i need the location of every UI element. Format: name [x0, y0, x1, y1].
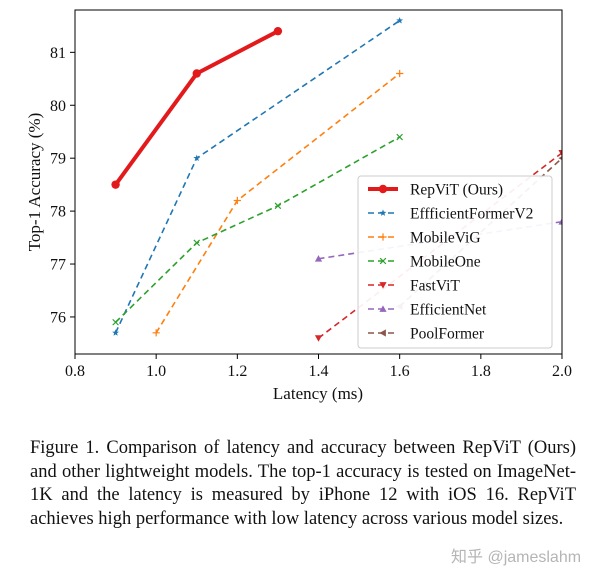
- x-tick-label-2: 1.2: [227, 363, 247, 380]
- y-tick-label-2: 78: [50, 204, 66, 221]
- legend-marker-4: [379, 282, 387, 289]
- x-tick-label-5: 1.8: [471, 363, 491, 380]
- x-tick-label-3: 1.4: [309, 363, 329, 380]
- data-point-1-0: [112, 329, 120, 336]
- y-tick-label-0: 76: [50, 309, 66, 326]
- data-point-3-2: [274, 202, 282, 210]
- watermark: 知乎 @jameslahm: [451, 549, 582, 566]
- data-point-2-2: [396, 69, 404, 78]
- y-tick-label-3: 79: [50, 151, 66, 168]
- legend-marker-1: [379, 209, 387, 216]
- data-point-3-3: [396, 133, 403, 141]
- legend: RepViT (Ours) EffficientFormerV2 MobileViG…: [357, 175, 553, 349]
- series-line-0: [113, 29, 280, 187]
- x-axis-label: Latency (ms): [273, 384, 363, 403]
- legend-marker-2: [379, 233, 387, 241]
- y-axis-label: Top-1 Accuracy (%): [25, 113, 44, 252]
- legend-label-4: FastViT: [410, 278, 460, 295]
- data-point-6-1: [558, 156, 562, 161]
- y-tick-label-1: 77: [50, 257, 66, 274]
- data-point-0-1: [192, 69, 201, 78]
- legend-marker-3: [379, 257, 387, 265]
- x-tick-label-1: 1.0: [146, 363, 166, 380]
- legend-label-2: MobileViG: [410, 230, 481, 247]
- legend-label-3: MobileOne: [410, 254, 481, 271]
- legend-label-1: EffficientFormerV2: [410, 206, 533, 223]
- legend-marker-0: [378, 184, 388, 194]
- y-tick-label-4: 80: [50, 98, 66, 115]
- data-point-1-2: [396, 16, 404, 24]
- data-point-1-1: [193, 154, 201, 162]
- accuracy-latency-chart: 0.8 1.0 1.2 1.4 1.6 1.8 2.0 76 77 78 79 80 81 Latenc…: [25, 9, 572, 403]
- y-tick-label-5: 81: [50, 45, 66, 62]
- axes-layer: 0.8 1.0 1.2 1.4 1.6 1.8 2.0 76 77 78 79 80 81: [50, 45, 572, 380]
- x-tick-label-0: 0.8: [65, 363, 85, 380]
- data-point-5-1: [558, 218, 562, 225]
- data-point-4-0: [314, 335, 323, 342]
- legend-marker-5: [379, 305, 387, 312]
- legend-label-5: EfficientNet: [410, 302, 487, 319]
- data-point-4-1: [558, 150, 562, 157]
- figure-caption: Figure 1. Comparison of latency and accu…: [30, 438, 576, 529]
- data-point-0-0: [111, 180, 120, 189]
- data-point-3-0: [112, 318, 119, 326]
- legend-label-6: PoolFormer: [410, 326, 485, 343]
- legend-marker-6: [379, 329, 386, 337]
- data-point-2-1: [233, 196, 241, 205]
- series-line-1: [114, 19, 401, 334]
- data-point-3-1: [193, 239, 201, 247]
- legend-box: [357, 175, 553, 349]
- series-line-3: [115, 136, 401, 323]
- data-point-5-0: [314, 255, 323, 262]
- x-tick-label-4: 1.6: [390, 363, 410, 380]
- data-point-0-2: [273, 26, 283, 36]
- data-point-2-0: [152, 329, 160, 337]
- legend-label-0: RepViT (Ours): [410, 182, 503, 199]
- x-tick-label-6: 2.0: [552, 363, 572, 380]
